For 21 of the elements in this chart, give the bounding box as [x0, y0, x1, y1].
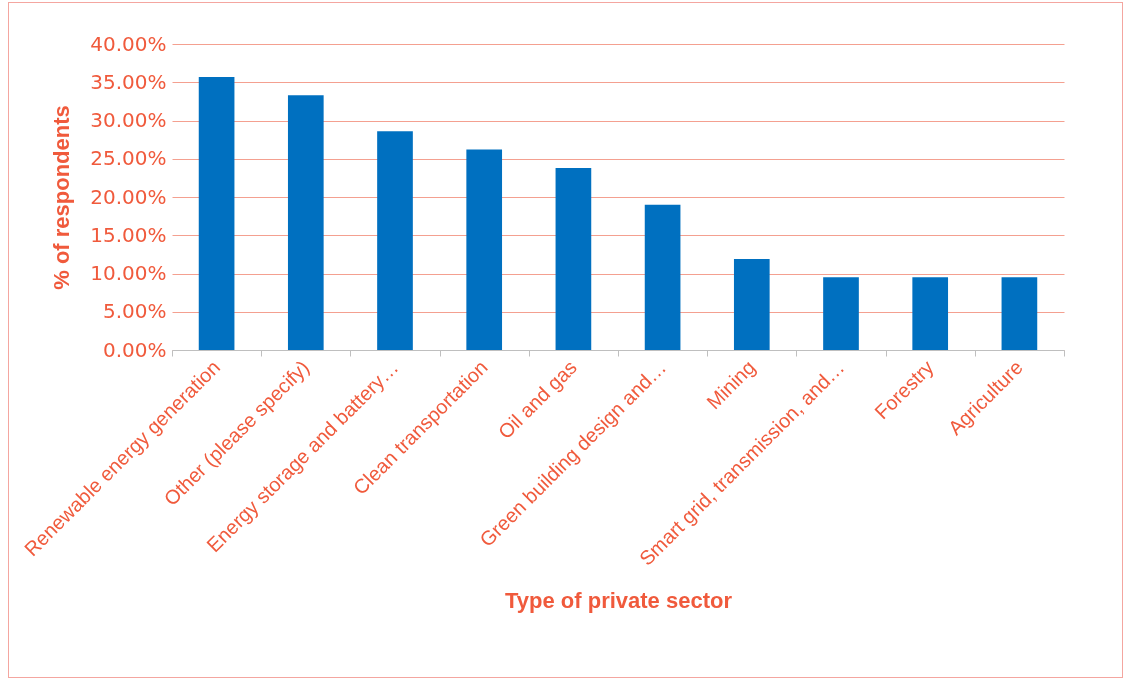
x-axis-title: Type of private sector: [505, 587, 733, 613]
y-tick-label: 20.00%: [90, 184, 167, 209]
bar: [823, 277, 859, 350]
y-axis-title: % of respondents: [49, 105, 75, 290]
y-tick-label: 15.00%: [90, 222, 167, 247]
bar: [466, 149, 503, 350]
y-tick-label: 5.00%: [102, 299, 167, 324]
y-tick-label: 10.00%: [90, 261, 167, 285]
bar: [377, 131, 413, 350]
bar: [733, 258, 770, 350]
bar: [555, 167, 592, 350]
bar: [198, 76, 235, 350]
y-tick-label: 35.00%: [90, 69, 167, 94]
bar: [1001, 277, 1038, 350]
y-tick-label: 30.00%: [90, 108, 167, 132]
y-tick-label: 0.00%: [102, 337, 167, 362]
y-tick-label: 40.00%: [90, 31, 167, 56]
bar: [912, 277, 949, 350]
bar: [644, 204, 681, 350]
bar: [287, 95, 324, 350]
y-tick-label: 25.00%: [90, 146, 167, 171]
